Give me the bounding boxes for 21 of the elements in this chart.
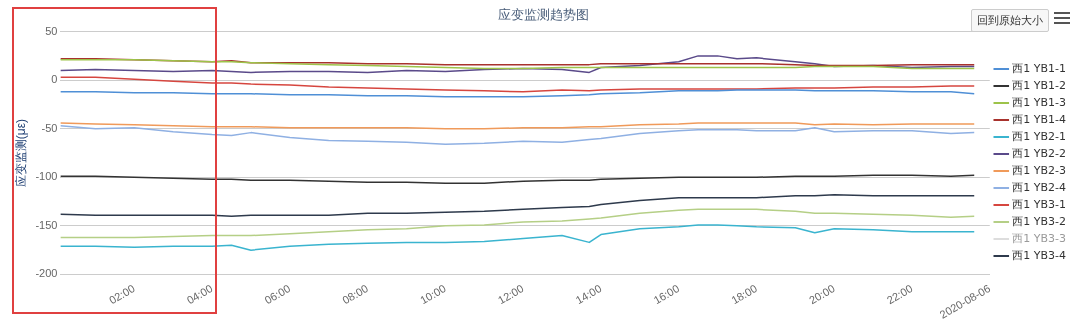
- legend-label: 西1 YB1-1: [1012, 61, 1067, 75]
- legend-label: 西1 YB1-3: [1012, 95, 1067, 109]
- legend-label: 西1 YB2-1: [1012, 129, 1067, 143]
- legend-label: 西1 YB2-4: [1012, 180, 1067, 194]
- reset-zoom-button: 回到原始大小: [971, 9, 1049, 32]
- legend-label: 西1 YB1-2: [1012, 78, 1067, 92]
- y-tick-label: 0: [51, 73, 58, 86]
- legend-label: 西1 YB3-2: [1012, 214, 1067, 228]
- legend-label: 西1 YB3-3: [1012, 231, 1067, 245]
- legend-label: 西1 YB3-1: [1012, 197, 1067, 211]
- y-tick-label: 50: [45, 24, 58, 37]
- legend-label: 西1 YB2-2: [1012, 146, 1067, 160]
- y-axis-title: 应变监测(με): [13, 118, 28, 188]
- legend-label: 西1 YB2-3: [1012, 163, 1067, 177]
- y-tick-label: -100: [35, 170, 58, 183]
- legend-label: 西1 YB3-4: [1012, 248, 1067, 262]
- y-tick-label: -150: [35, 218, 58, 231]
- legend-label: 西1 YB1-4: [1012, 112, 1067, 126]
- chart-title: 应变监测趋势图: [497, 7, 589, 23]
- y-tick-label: -50: [41, 121, 58, 134]
- y-tick-label: -200: [35, 267, 58, 280]
